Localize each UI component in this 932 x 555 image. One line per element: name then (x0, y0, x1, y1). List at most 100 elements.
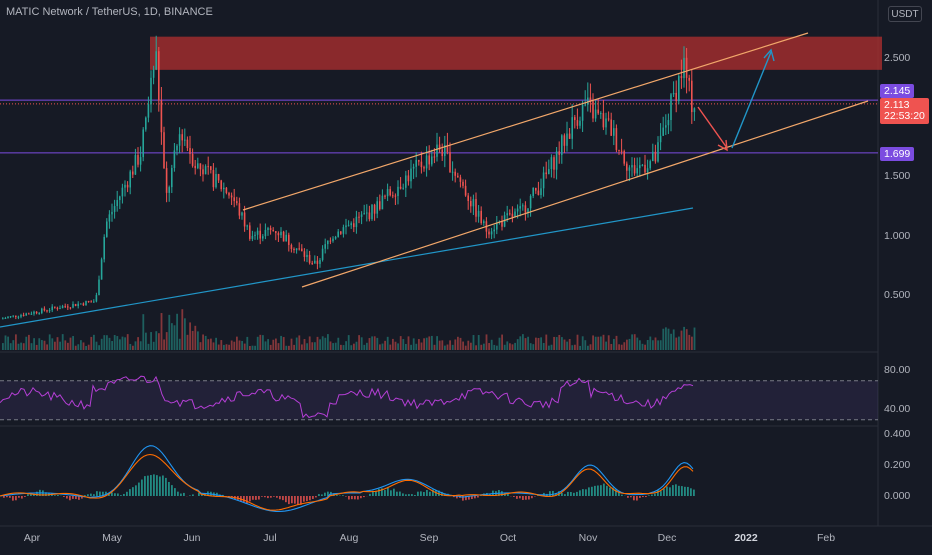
candle-body (181, 134, 183, 140)
macd-histogram-bar (384, 490, 386, 496)
candle-body (106, 221, 108, 236)
volume-bar (150, 332, 152, 350)
candle-body (600, 113, 602, 114)
candle-body (405, 175, 407, 187)
candle-body (389, 189, 391, 195)
macd-histogram-bar (309, 496, 311, 500)
candle-body (72, 304, 74, 308)
macd-histogram-bar (666, 486, 668, 496)
volume-bar (618, 344, 620, 350)
volume-bar (83, 342, 85, 350)
candle-body (28, 313, 30, 314)
rsi-tick: 80.00 (884, 364, 910, 376)
price-tick: 2.500 (884, 52, 910, 64)
volume-bar (423, 338, 425, 350)
candle-body (155, 51, 157, 69)
candle-body (283, 232, 285, 242)
candle-body (171, 168, 173, 187)
volume-bar (688, 335, 690, 350)
macd-histogram-bar (369, 494, 371, 496)
macd-histogram-bar (141, 480, 143, 496)
volume-bar (644, 345, 646, 350)
volume-bar (343, 345, 345, 350)
candle-body (631, 165, 633, 167)
candle-body (475, 199, 477, 217)
volume-bar (623, 342, 625, 350)
macd-histogram-bar (582, 489, 584, 496)
macd-histogram-bar (516, 496, 518, 499)
volume-bar (70, 338, 72, 350)
macd-histogram-bar (393, 489, 395, 496)
volume-bar (478, 335, 480, 350)
support-level-tag: 1.699 (880, 147, 914, 161)
volume-bar (85, 346, 87, 350)
macd-histogram-bar (15, 496, 17, 500)
macd-histogram-bar (513, 496, 515, 497)
volume-bar (493, 345, 495, 350)
candle-body (324, 244, 326, 249)
macd-histogram-bar (606, 486, 608, 496)
volume-bar (7, 337, 9, 350)
volume-bar (395, 342, 397, 350)
volume-bar (5, 335, 7, 350)
candle-body (579, 121, 581, 126)
volume-bar (522, 334, 524, 350)
volume-bar (668, 329, 670, 350)
volume-bar (109, 338, 111, 350)
candle-body (642, 165, 644, 166)
volume-bar (363, 345, 365, 350)
candle-body (668, 120, 670, 125)
candle-body (374, 205, 376, 214)
candle-body (584, 105, 586, 106)
volume-bar (454, 339, 456, 350)
macd-histogram-bar (312, 496, 314, 499)
macd-histogram-bar (567, 492, 569, 496)
macd-histogram-bar (315, 496, 317, 497)
time-label: Aug (340, 532, 359, 544)
macd-histogram-bar (693, 490, 695, 496)
macd-histogram-bar (570, 492, 572, 496)
volume-bar (181, 309, 183, 350)
volume-bar (616, 336, 618, 350)
volume-bar (2, 343, 4, 350)
volume-bar (322, 336, 324, 350)
volume-bar (387, 337, 389, 350)
candle-body (153, 70, 155, 78)
macd-line (0, 446, 693, 512)
candle-body (538, 191, 540, 195)
volume-bar (655, 337, 657, 350)
macd-histogram-bar (264, 496, 266, 497)
candle-body (509, 213, 511, 214)
macd-histogram-bar (429, 492, 431, 496)
candle-body (363, 213, 365, 214)
candle-body (610, 120, 612, 136)
volume-bar (392, 339, 394, 350)
macd-histogram-bar (261, 496, 263, 497)
volume-bar (496, 346, 498, 350)
volume-bar (678, 337, 680, 350)
candle-body (202, 169, 204, 174)
volume-bar (452, 345, 454, 350)
volume-bar (38, 338, 40, 350)
volume-bar (57, 337, 59, 350)
macd-histogram-bar (93, 494, 95, 496)
volume-bar (288, 346, 290, 350)
candle-body (184, 140, 186, 141)
macd-histogram-bar (564, 494, 566, 496)
macd-histogram-bar (282, 496, 284, 500)
volume-bar (337, 338, 339, 350)
candle-body (350, 223, 352, 225)
candle-body (467, 195, 469, 201)
volume-bar (311, 342, 313, 350)
macd-histogram-bar (648, 495, 650, 496)
candle-body (493, 230, 495, 232)
candle-body (174, 150, 176, 168)
volume-bar (675, 338, 677, 350)
candle-body (488, 232, 490, 235)
candle-body (428, 155, 430, 164)
macd-histogram-bar (318, 494, 320, 496)
rsi-tick: 40.00 (884, 403, 910, 415)
currency-button[interactable]: USDT (888, 6, 922, 22)
